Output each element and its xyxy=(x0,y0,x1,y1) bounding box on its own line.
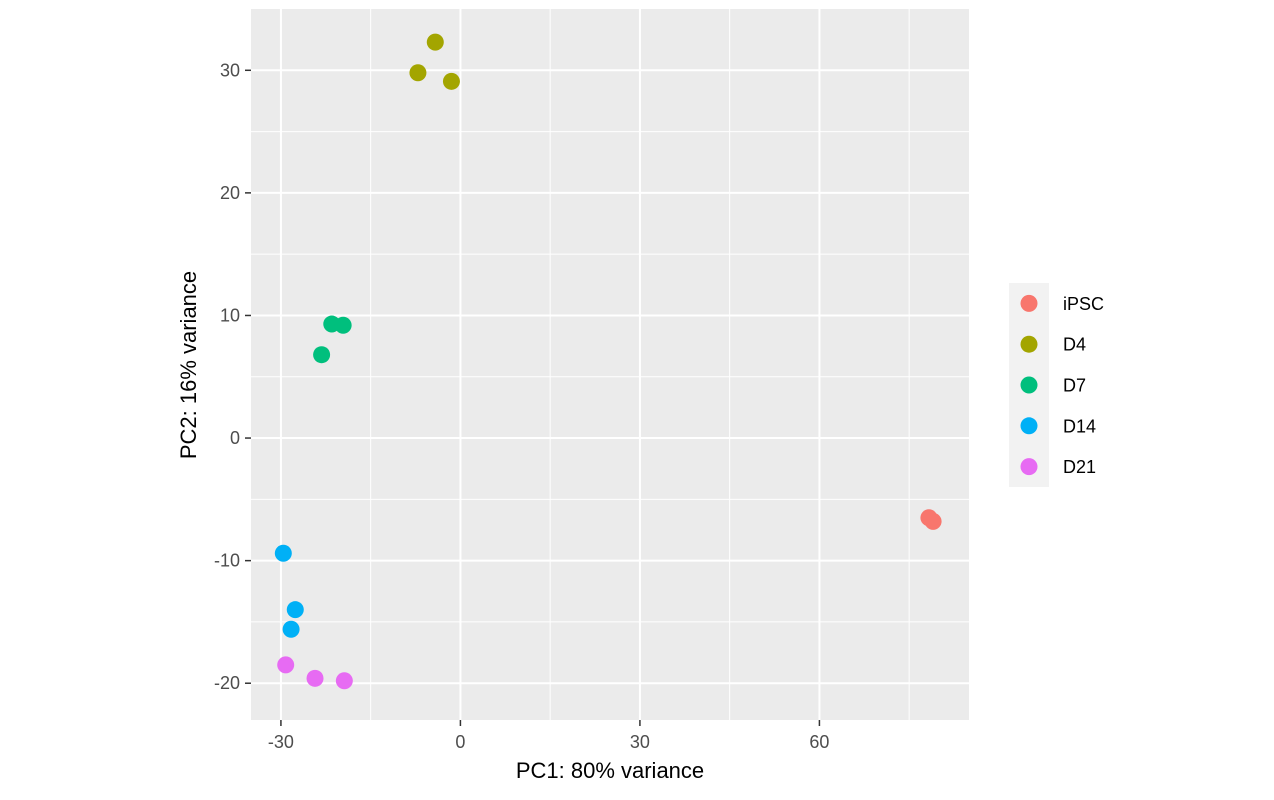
legend-key-d14 xyxy=(1020,417,1038,435)
y-tick-label: 10 xyxy=(220,305,240,325)
point-d4 xyxy=(442,72,460,90)
legend-label-ipsc: iPSC xyxy=(1063,294,1104,314)
legend-key-d4 xyxy=(1020,335,1038,353)
x-tick-label: 60 xyxy=(809,732,829,752)
point-d4 xyxy=(409,64,427,82)
legend-label-d7: D7 xyxy=(1063,376,1086,396)
y-tick-label: 0 xyxy=(230,428,240,448)
legend-label-d21: D21 xyxy=(1063,457,1096,477)
y-tick-label: -10 xyxy=(214,551,240,571)
legend-key-d21 xyxy=(1020,458,1038,476)
y-tick-label: 20 xyxy=(220,183,240,203)
legend-label-d14: D14 xyxy=(1063,416,1096,436)
legend-key-ipsc xyxy=(1020,294,1038,312)
data-points xyxy=(274,33,942,690)
y-axis-ticks: -20 -10 0 10 20 30 xyxy=(214,60,251,693)
y-tick-label: 30 xyxy=(220,60,240,80)
x-axis-ticks: -30 0 30 60 xyxy=(268,720,829,752)
point-d7 xyxy=(313,346,331,364)
x-axis-title: PC1: 80% variance xyxy=(516,758,704,783)
y-tick-label: -20 xyxy=(214,673,240,693)
legend-key-d7 xyxy=(1020,376,1038,394)
y-axis-title: PC2: 16% variance xyxy=(176,271,201,459)
point-ipsc xyxy=(924,512,942,530)
x-tick-label: -30 xyxy=(268,732,294,752)
point-d21 xyxy=(277,656,295,674)
minor-gridlines xyxy=(251,9,969,720)
plot-panel xyxy=(251,9,969,720)
point-d14 xyxy=(274,544,292,562)
point-d14 xyxy=(282,620,300,638)
major-gridlines xyxy=(251,9,969,720)
point-d7 xyxy=(334,316,352,334)
point-d21 xyxy=(306,669,324,687)
x-tick-label: 30 xyxy=(630,732,650,752)
legend-label-d4: D4 xyxy=(1063,335,1086,355)
legend: iPSC D4 D7 D14 D21 xyxy=(1009,283,1104,487)
x-tick-label: 0 xyxy=(455,732,465,752)
point-d4 xyxy=(426,33,444,51)
point-d21 xyxy=(335,672,353,690)
point-d14 xyxy=(286,601,304,619)
